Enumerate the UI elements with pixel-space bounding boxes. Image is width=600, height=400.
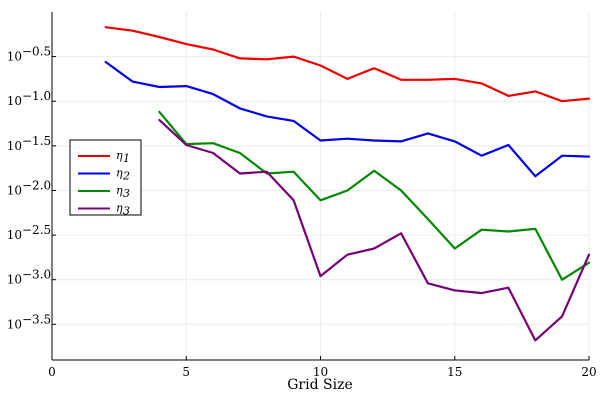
legend-subscript-4: 3: [123, 205, 130, 218]
y-tick-label: 10: [7, 50, 22, 64]
y-tick-label: 10: [7, 139, 22, 153]
y-tick-exponent: −3.5: [22, 312, 51, 326]
y-tick-label: 10: [7, 94, 22, 108]
legend-label-3: η: [116, 184, 123, 197]
series: [104, 26, 591, 342]
legend-subscript-3: 3: [123, 187, 130, 200]
y-tick-label: 10: [7, 228, 22, 242]
y-tick-exponent: −2.5: [22, 223, 51, 237]
series-line-2: [104, 60, 591, 178]
series-line-1: [104, 26, 591, 103]
series-line-4: [158, 118, 591, 342]
legend-subscript-2: 2: [122, 170, 130, 183]
y-tick-label: 10: [7, 317, 22, 331]
y-ticks: 10 −0.510 −1.010 −1.510 −2.010 −2.510 −3.010 −3…: [7, 45, 56, 331]
y-tick-label: 10: [7, 183, 22, 197]
legend-subscript-1: 1: [123, 152, 130, 165]
series-line-3: [158, 110, 591, 281]
grid: [51, 12, 590, 360]
y-tick-exponent: −1.5: [22, 134, 51, 148]
y-tick-exponent: −2.0: [22, 178, 51, 192]
y-tick-label: 10: [7, 273, 22, 287]
x-tick-label: 0: [48, 365, 56, 379]
x-ticks: 0 5 10 15 20: [48, 356, 597, 379]
x-axis-title: Grid Size: [287, 377, 353, 393]
y-tick-exponent: −3.0: [22, 268, 51, 282]
legend-box: [69, 139, 142, 216]
y-tick-exponent: −0.5: [22, 45, 51, 59]
x-tick-label: 20: [581, 365, 596, 379]
y-tick-exponent: −1.0: [22, 89, 51, 103]
x-tick-label: 15: [447, 365, 462, 379]
legend-label-1: η: [116, 149, 123, 162]
legend: η 1η 2η 3η 3: [69, 139, 142, 218]
x-tick-label: 10: [313, 365, 328, 379]
legend-label-4: η: [116, 202, 123, 215]
legend-label-2: η: [116, 167, 123, 180]
x-tick-label: 5: [182, 365, 190, 379]
